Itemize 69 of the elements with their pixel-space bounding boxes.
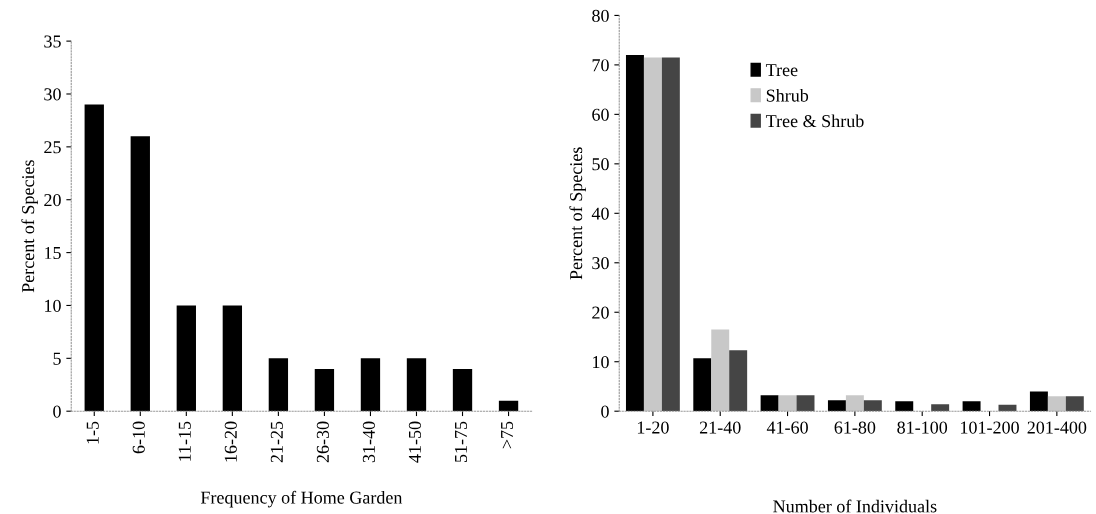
y-tick-label: 10 [45, 299, 61, 312]
y-tick-label: 70 [592, 59, 609, 72]
x-tick-label: 21-25 [270, 421, 283, 463]
x-tick-label: 201-400 [1027, 421, 1087, 434]
bar [1029, 391, 1048, 412]
x-tick-label: 61-80 [834, 421, 876, 434]
y-tick-label: 60 [592, 108, 609, 121]
bar [406, 358, 427, 412]
y-axis-title: Percent of Species [21, 160, 38, 293]
x-tick-label: 51-75 [454, 421, 468, 462]
bar [360, 358, 381, 412]
bar [863, 400, 882, 412]
bar [1065, 396, 1084, 412]
y-tick-label: 40 [591, 207, 609, 220]
x-tick-label: 81-100 [897, 421, 948, 434]
bar [643, 57, 662, 412]
x-tick-label: 31-40 [362, 421, 375, 463]
x-tick-label: 11-15 [178, 421, 191, 461]
y-tick-label: 35 [44, 35, 61, 48]
bar [693, 358, 712, 412]
legend-label: Tree [765, 64, 798, 77]
x-tick-label: 41-60 [766, 421, 808, 434]
bar [931, 404, 950, 412]
bar [498, 400, 519, 412]
legend-label: Shrub [766, 88, 809, 102]
x-tick-label: 16-20 [224, 421, 237, 462]
y-tick-label: 50 [592, 158, 609, 171]
bar [222, 305, 243, 412]
y-tick-label: 5 [53, 352, 61, 365]
legend-label: Tree & Shrub [765, 114, 864, 128]
bar [827, 400, 846, 412]
bar [711, 329, 730, 412]
bar [729, 350, 748, 412]
x-axis-title: Frequency of Home Garden [200, 490, 403, 508]
x-tick-label: 6-10 [132, 421, 145, 454]
bar [268, 358, 289, 412]
x-tick-label: >75 [501, 421, 514, 449]
x-tick-label: 26-30 [316, 421, 329, 463]
y-tick-label: 25 [44, 141, 61, 154]
y-tick-label: 0 [53, 405, 61, 418]
y-tick-label: 30 [592, 257, 609, 270]
x-tick-label: 1-20 [637, 421, 669, 434]
bar [760, 395, 779, 412]
y-tick-label: 15 [45, 246, 61, 260]
y-tick-label: 20 [592, 306, 609, 319]
bar [661, 57, 680, 412]
y-tick-label: 10 [593, 355, 609, 369]
bar [84, 104, 104, 412]
x-axis-title: Number of Individuals [773, 499, 937, 513]
y-tick-label: 0 [601, 405, 609, 418]
bar [130, 136, 150, 412]
bar [895, 401, 914, 412]
x-tick-label: 41-50 [408, 421, 421, 463]
y-tick-label: 80 [592, 9, 609, 22]
x-tick-label: 21-40 [699, 421, 741, 434]
bar [176, 305, 196, 412]
y-tick-label: 30 [44, 88, 61, 101]
bar [314, 368, 335, 412]
bar [796, 395, 815, 412]
bar [1047, 396, 1066, 412]
bar [625, 55, 644, 412]
y-axis-title: Percent of Species [569, 147, 586, 280]
bar [778, 395, 797, 412]
x-tick-label: 1-5 [86, 421, 99, 444]
y-tick-label: 20 [44, 193, 61, 207]
bar [452, 368, 473, 412]
x-tick-label: 101-200 [961, 421, 1019, 434]
bar [962, 401, 981, 412]
bar [845, 395, 864, 412]
